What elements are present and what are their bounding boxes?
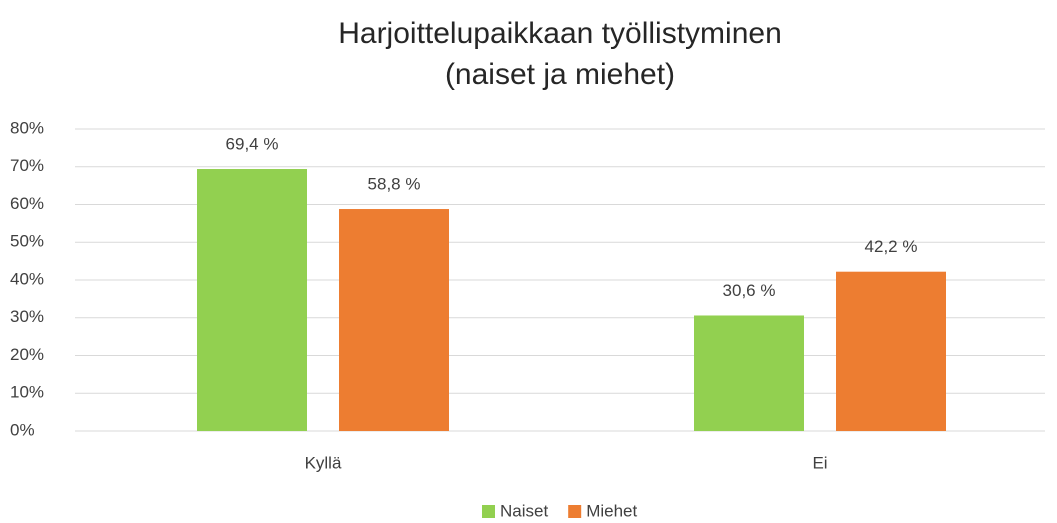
data-label: 42,2 % — [865, 237, 918, 256]
legend-swatch — [568, 505, 582, 518]
y-tick-label: 80% — [10, 118, 44, 137]
bar — [694, 315, 804, 431]
y-tick-label: 60% — [10, 194, 44, 213]
x-tick-label: Kyllä — [305, 453, 342, 472]
bar — [836, 271, 946, 431]
y-tick-label: 10% — [10, 383, 44, 402]
y-tick-label: 20% — [10, 345, 44, 364]
chart-title: Harjoittelupaikkaan työllistyminen — [338, 17, 782, 50]
y-tick-label: 70% — [10, 156, 44, 175]
y-tick-label: 30% — [10, 307, 44, 326]
data-label: 58,8 % — [368, 175, 421, 194]
data-label: 69,4 % — [226, 134, 279, 153]
y-tick-label: 40% — [10, 269, 44, 288]
legend-label: Miehet — [586, 501, 637, 520]
y-tick-label: 0% — [10, 420, 35, 439]
y-tick-label: 50% — [10, 232, 44, 251]
x-tick-label: Ei — [812, 453, 827, 472]
bar — [339, 209, 449, 431]
bar — [197, 169, 307, 431]
legend-label: Naiset — [500, 501, 548, 520]
data-label: 30,6 % — [723, 281, 776, 300]
legend-swatch — [482, 505, 495, 518]
chart-subtitle: (naiset ja miehet) — [445, 58, 675, 91]
